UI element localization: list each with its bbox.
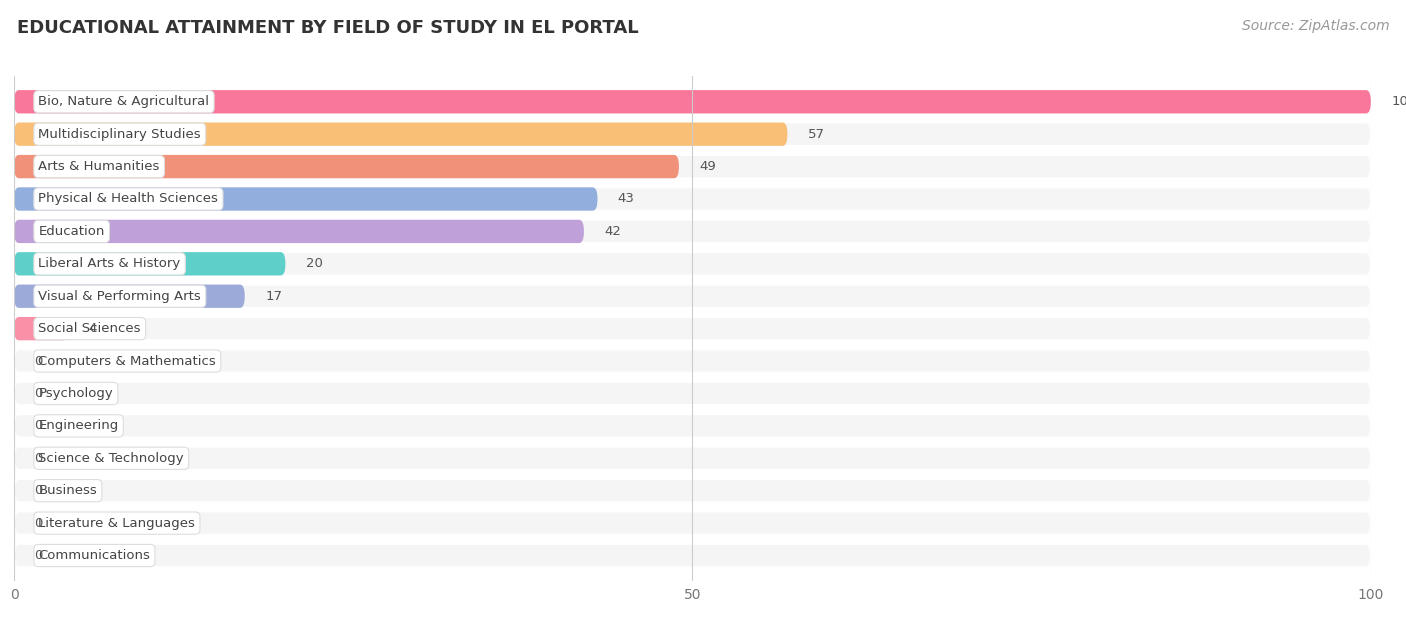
FancyBboxPatch shape xyxy=(14,220,1371,243)
FancyBboxPatch shape xyxy=(14,155,679,178)
Text: EDUCATIONAL ATTAINMENT BY FIELD OF STUDY IN EL PORTAL: EDUCATIONAL ATTAINMENT BY FIELD OF STUDY… xyxy=(17,19,638,37)
FancyBboxPatch shape xyxy=(14,479,1371,502)
Text: 0: 0 xyxy=(34,452,42,465)
FancyBboxPatch shape xyxy=(14,349,1371,373)
Text: 57: 57 xyxy=(808,128,825,141)
FancyBboxPatch shape xyxy=(14,317,1371,340)
Text: 4: 4 xyxy=(89,322,97,335)
Text: Bio, Nature & Agricultural: Bio, Nature & Agricultural xyxy=(38,95,209,108)
Text: Engineering: Engineering xyxy=(38,420,118,432)
FancyBboxPatch shape xyxy=(14,220,583,243)
Text: 0: 0 xyxy=(34,484,42,497)
FancyBboxPatch shape xyxy=(14,155,1371,178)
FancyBboxPatch shape xyxy=(14,252,285,276)
Text: 0: 0 xyxy=(34,420,42,432)
Text: 0: 0 xyxy=(34,355,42,368)
FancyBboxPatch shape xyxy=(14,511,1371,535)
Text: 17: 17 xyxy=(266,289,283,303)
FancyBboxPatch shape xyxy=(14,123,787,146)
Text: 100: 100 xyxy=(1391,95,1406,108)
FancyBboxPatch shape xyxy=(14,252,1371,276)
Text: Business: Business xyxy=(38,484,97,497)
Text: Multidisciplinary Studies: Multidisciplinary Studies xyxy=(38,128,201,141)
Text: Education: Education xyxy=(38,225,105,238)
FancyBboxPatch shape xyxy=(14,123,1371,146)
Text: 20: 20 xyxy=(305,257,322,270)
FancyBboxPatch shape xyxy=(14,90,1371,113)
Text: Social Sciences: Social Sciences xyxy=(38,322,141,335)
Text: Communications: Communications xyxy=(38,549,150,562)
Text: Science & Technology: Science & Technology xyxy=(38,452,184,465)
FancyBboxPatch shape xyxy=(14,382,1371,405)
Text: Liberal Arts & History: Liberal Arts & History xyxy=(38,257,181,270)
Text: 42: 42 xyxy=(605,225,621,238)
FancyBboxPatch shape xyxy=(14,414,1371,437)
Text: Psychology: Psychology xyxy=(38,387,114,400)
FancyBboxPatch shape xyxy=(14,284,1371,308)
Text: Arts & Humanities: Arts & Humanities xyxy=(38,160,160,173)
Text: 49: 49 xyxy=(699,160,716,173)
FancyBboxPatch shape xyxy=(14,447,1371,470)
Text: 0: 0 xyxy=(34,549,42,562)
Text: 0: 0 xyxy=(34,516,42,530)
Text: 43: 43 xyxy=(617,193,634,205)
FancyBboxPatch shape xyxy=(14,187,598,210)
Text: Visual & Performing Arts: Visual & Performing Arts xyxy=(38,289,201,303)
FancyBboxPatch shape xyxy=(14,317,69,340)
FancyBboxPatch shape xyxy=(14,284,245,308)
Text: 0: 0 xyxy=(34,387,42,400)
Text: Source: ZipAtlas.com: Source: ZipAtlas.com xyxy=(1241,19,1389,33)
Text: Literature & Languages: Literature & Languages xyxy=(38,516,195,530)
Text: Computers & Mathematics: Computers & Mathematics xyxy=(38,355,217,368)
FancyBboxPatch shape xyxy=(14,187,1371,210)
Text: Physical & Health Sciences: Physical & Health Sciences xyxy=(38,193,218,205)
FancyBboxPatch shape xyxy=(14,544,1371,567)
FancyBboxPatch shape xyxy=(14,90,1371,113)
